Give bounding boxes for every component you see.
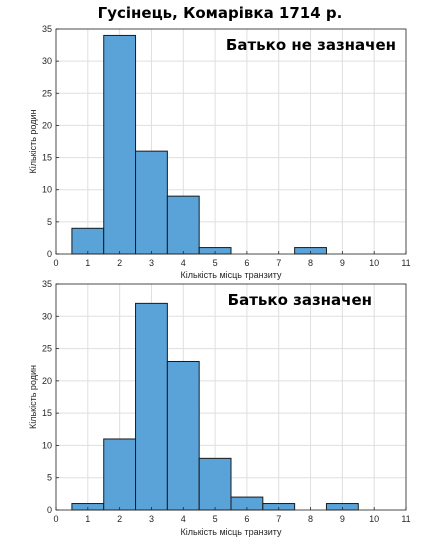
axes-frame: [55, 283, 407, 511]
y-tick-label: 5: [47, 473, 52, 483]
x-tick-label: 4: [181, 258, 186, 268]
x-tick-label: 1: [85, 258, 90, 268]
x-tick-label: 10: [369, 258, 379, 268]
y-tick-label: 10: [42, 440, 52, 450]
x-tick-label: 5: [213, 514, 218, 524]
y-tick-label: 20: [42, 120, 52, 130]
x-tick-label: 3: [149, 514, 154, 524]
histogram-bar: [71, 227, 105, 255]
y-tick-label: 35: [42, 279, 52, 289]
x-tick-label: 3: [149, 258, 154, 268]
histogram-bar: [103, 438, 137, 511]
y-tick-label: 5: [47, 217, 52, 227]
histogram-bar: [135, 150, 168, 255]
y-axis-label: Кількість родин: [28, 365, 38, 429]
x-tick-label: 1: [85, 514, 90, 524]
x-axis-label: Кількість місць транзиту: [181, 270, 282, 280]
y-tick-label: 35: [42, 24, 52, 34]
x-tick-label: 0: [53, 514, 58, 524]
histogram-bar: [135, 302, 168, 511]
panel-annotation: Батько зазначен: [228, 291, 372, 309]
x-tick-label: 6: [244, 514, 249, 524]
x-tick-label: 9: [340, 514, 345, 524]
x-tick-label: 4: [181, 514, 186, 524]
y-tick-label: 15: [42, 153, 52, 163]
y-axis-label: Кількість родин: [28, 109, 38, 173]
x-tick-label: 0: [53, 258, 58, 268]
histogram-bar: [198, 457, 232, 511]
y-tick-label: 25: [42, 88, 52, 98]
panel-annotation: Батько не зазначен: [226, 36, 396, 54]
histogram-bar: [166, 195, 200, 255]
x-tick-label: 6: [244, 258, 249, 268]
y-tick-label: 20: [42, 376, 52, 386]
histogram-bar: [166, 360, 200, 511]
y-tick-label: 10: [42, 185, 52, 195]
x-tick-label: 8: [308, 258, 313, 268]
x-axis-label: Кількість місць транзиту: [181, 527, 282, 537]
top-histogram-panel: 0 1 2 3 4 5 6 7 8 9 10 11 0 5 10 15 20 25 30 35 Кількість мі…: [28, 24, 411, 280]
bottom-histogram-panel: 0 1 2 3 4 5 6 7 8 9 10 11 0 5 10 15 20 25 30 35 Кількість мі…: [28, 279, 411, 537]
y-tick-label: 0: [47, 249, 52, 259]
x-tick-label: 9: [340, 258, 345, 268]
y-tick-label: 0: [47, 505, 52, 515]
figure-title: Гусінець, Комарівка 1714 р.: [98, 4, 343, 22]
y-tick-label: 30: [42, 56, 52, 66]
x-tick-label: 2: [117, 514, 122, 524]
y-tick-label: 30: [42, 311, 52, 321]
y-tick-label: 25: [42, 344, 52, 354]
x-tick-label: 2: [117, 258, 122, 268]
x-tick-label: 5: [213, 258, 218, 268]
x-tick-label: 8: [308, 514, 313, 524]
x-tick-label: 10: [369, 514, 379, 524]
histogram-bar: [103, 34, 137, 255]
y-tick-label: 15: [42, 408, 52, 418]
x-tick-label: 7: [276, 258, 281, 268]
x-tick-label: 11: [401, 514, 410, 524]
x-tick-label: 11: [401, 258, 410, 268]
axes-frame: [55, 28, 407, 255]
x-tick-label: 7: [276, 514, 281, 524]
